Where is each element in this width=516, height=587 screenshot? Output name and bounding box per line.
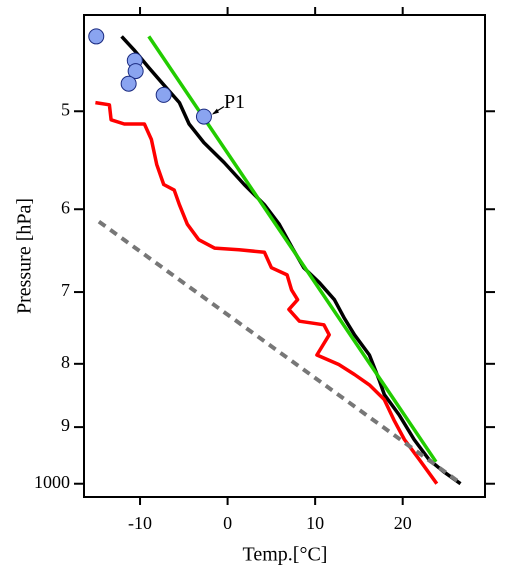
series-line [95,100,439,485]
x-axis-label: Temp.[°C] [243,544,328,566]
annotation: P1 [224,91,245,113]
y-tick-label: 7 [61,280,70,300]
y-axis-label: Pressure [hPa] [14,198,36,314]
y-tick-label: 9 [61,415,70,435]
x-tick-label: -10 [128,513,152,533]
data-point [88,28,105,45]
y-tick-label: 8 [61,352,70,372]
y-tick-label: 5 [61,99,70,119]
data-point [195,108,212,125]
x-tick-label: 20 [394,513,412,533]
data-point [155,86,172,103]
y-tick-label: 1000 [34,472,70,492]
x-tick-label: 10 [306,513,324,533]
y-tick-label: 6 [61,197,70,217]
data-point [127,63,144,80]
series-line [147,35,438,463]
series-line [97,219,463,486]
x-tick-label: 0 [223,513,232,533]
data-point [120,75,137,92]
annotation-arrowhead [211,108,219,115]
series-line [120,35,462,486]
plot-frame [83,14,486,498]
